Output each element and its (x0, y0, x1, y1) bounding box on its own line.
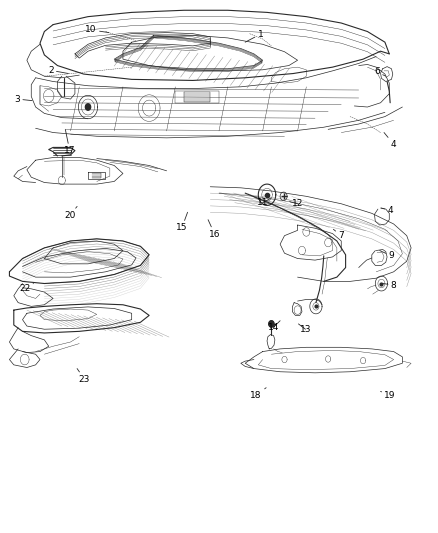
Text: 13: 13 (298, 324, 311, 334)
Text: 12: 12 (290, 199, 303, 208)
Text: 10: 10 (85, 26, 109, 35)
Polygon shape (85, 104, 91, 110)
Text: 1: 1 (245, 30, 263, 42)
Text: 6: 6 (374, 68, 386, 76)
Text: 15: 15 (176, 212, 187, 232)
Text: 14: 14 (268, 321, 280, 332)
Text: 9: 9 (380, 251, 394, 260)
Text: 16: 16 (208, 220, 220, 239)
Text: 19: 19 (381, 391, 396, 400)
Polygon shape (378, 279, 385, 288)
Text: 3: 3 (14, 94, 32, 103)
Text: 22: 22 (19, 284, 33, 293)
Text: 18: 18 (251, 387, 266, 400)
Text: 20: 20 (64, 206, 77, 220)
Text: 23: 23 (77, 368, 90, 384)
Text: 8: 8 (383, 280, 396, 289)
Polygon shape (269, 321, 274, 327)
Text: 11: 11 (257, 198, 271, 207)
Text: 4: 4 (384, 133, 396, 149)
Text: 4: 4 (381, 206, 393, 215)
Text: 7: 7 (333, 229, 344, 240)
Text: 17: 17 (64, 130, 75, 155)
Text: 2: 2 (48, 66, 68, 75)
